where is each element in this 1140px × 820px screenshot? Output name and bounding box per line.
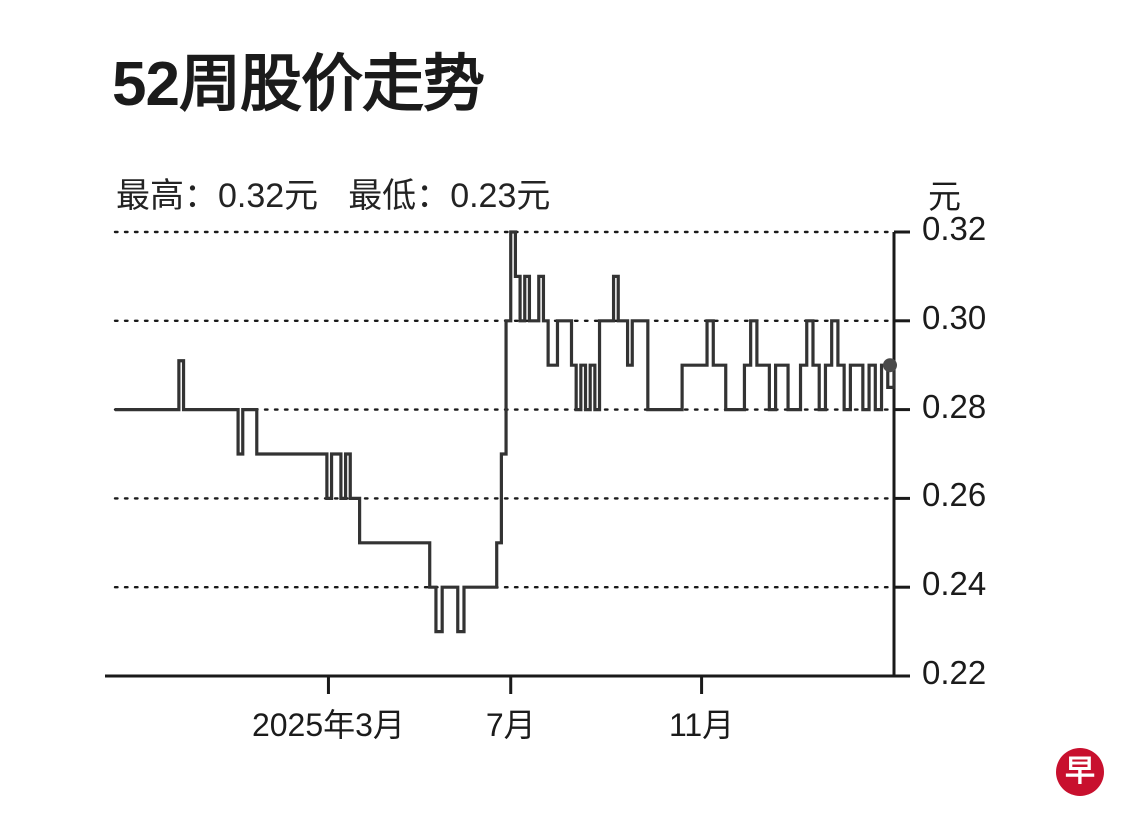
x-tick-label: 2025年3月 <box>251 707 405 743</box>
page-title: 52周股价走势 <box>112 50 485 119</box>
price-line <box>115 230 896 634</box>
high-label: 最高： <box>116 177 218 215</box>
y-tick-label: 0.22 <box>922 654 987 691</box>
price-line-group <box>115 230 896 634</box>
y-tick-label: 0.28 <box>922 387 987 425</box>
last-point-marker <box>883 358 897 373</box>
y-axis-unit-label: 元 <box>928 178 961 215</box>
y-tick-label: 0.26 <box>922 476 987 514</box>
zaobao-logo: 早 <box>1056 748 1104 796</box>
x-tick-label: 7月 <box>485 707 536 743</box>
y-tick-label: 0.32 <box>922 210 987 247</box>
axes-group <box>105 232 896 678</box>
y-tick-label: 0.30 <box>922 298 987 336</box>
last-point-marker-group <box>883 358 897 373</box>
x-tick-label: 11月 <box>668 707 735 743</box>
tick-marks-group <box>326 230 910 694</box>
low-label: 最低： <box>348 177 451 215</box>
low-value: 0.23元 <box>450 177 551 215</box>
chart-subtitle: 最高：0.32元 最低：0.23元 <box>116 168 550 217</box>
high-value: 0.32元 <box>218 177 319 215</box>
y-tick-label: 0.24 <box>922 565 987 603</box>
